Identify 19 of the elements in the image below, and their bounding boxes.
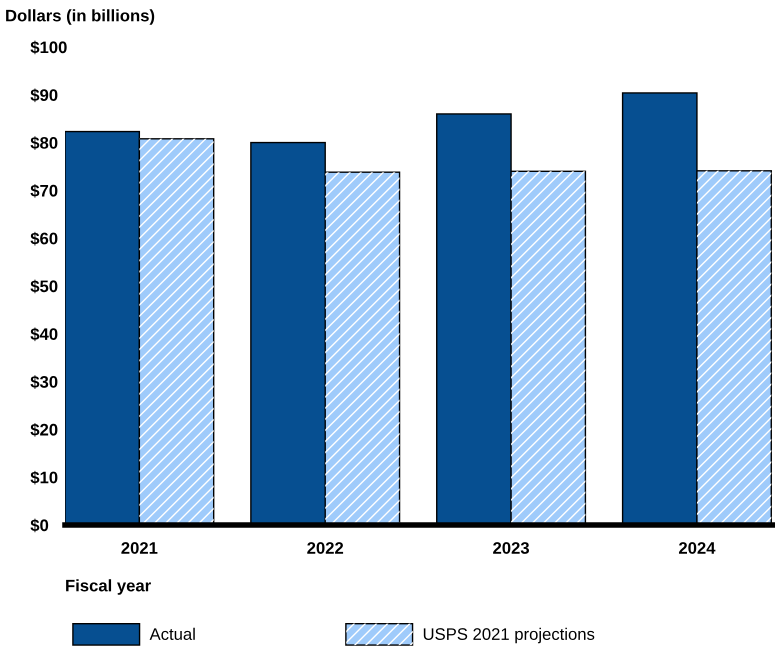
y-tick-label: $70 (30, 184, 58, 198)
y-tick-label: $60 (30, 232, 58, 246)
y-tick-label: $20 (30, 423, 58, 437)
y-tick-label: $80 (30, 136, 58, 150)
y-tick-label: $40 (30, 327, 58, 342)
x-tick-label: 2021 (121, 542, 158, 554)
y-tick-label: $50 (30, 280, 58, 294)
y-tick-label: $0 (30, 518, 48, 532)
y-tick-label: $100 (30, 40, 67, 54)
x-tick-label: 2024 (678, 542, 716, 554)
legend-label: Actual (150, 628, 195, 640)
y-tick-label: $30 (30, 375, 58, 389)
x-tick-label: 2022 (307, 542, 344, 554)
x-axis-title: Fiscal year (66, 579, 151, 595)
legend-label: USPS 2021 projections (424, 628, 594, 644)
y-tick-label: $90 (30, 88, 58, 102)
x-tick-label: 2023 (493, 542, 530, 554)
y-tick-label: $10 (30, 470, 58, 484)
y-axis-title: Dollars (in billions) (6, 9, 154, 25)
